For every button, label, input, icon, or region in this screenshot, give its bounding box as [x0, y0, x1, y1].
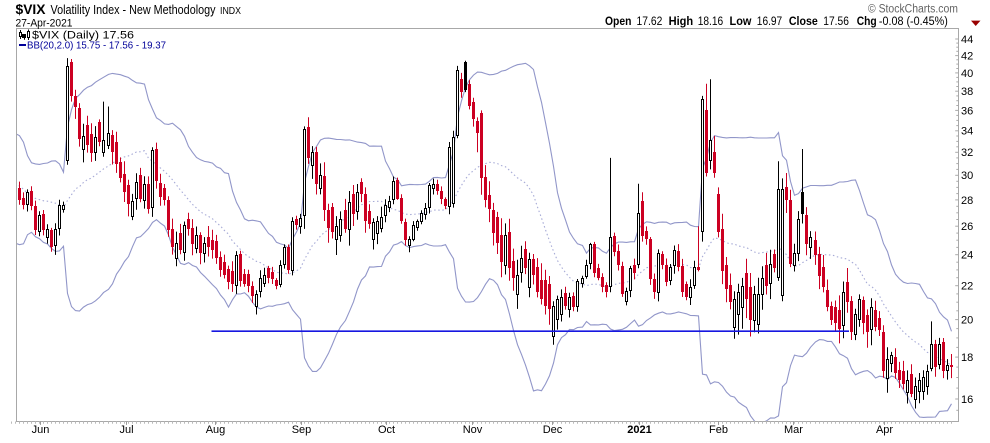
- svg-text:30: 30: [961, 170, 973, 182]
- svg-text:Chg: Chg: [857, 16, 877, 28]
- svg-text:40: 40: [961, 68, 973, 80]
- svg-text:20: 20: [961, 315, 973, 327]
- svg-text:17.62: 17.62: [637, 16, 663, 28]
- svg-text:Mar: Mar: [784, 424, 803, 436]
- svg-text:Sep: Sep: [292, 424, 312, 436]
- svg-text:34: 34: [961, 126, 973, 138]
- svg-text:BB(20,2.0) 15.75 - 17.56 - 19.: BB(20,2.0) 15.75 - 17.56 - 19.37: [27, 40, 166, 52]
- svg-text:17.56: 17.56: [823, 16, 849, 28]
- svg-text:2021: 2021: [627, 424, 651, 436]
- svg-text:-0.08 (-0.45%): -0.08 (-0.45%): [879, 16, 948, 28]
- svg-text:Close: Close: [789, 16, 818, 28]
- svg-text:High: High: [669, 16, 694, 28]
- svg-text:Dec: Dec: [543, 424, 563, 436]
- svg-text:32: 32: [961, 147, 973, 159]
- svg-text:18: 18: [961, 352, 973, 364]
- svg-text:Apr: Apr: [876, 424, 893, 436]
- svg-text:$VIX (Daily) 17.56: $VIX (Daily) 17.56: [32, 30, 134, 42]
- svg-text:Feb: Feb: [709, 424, 728, 436]
- svg-text:16: 16: [961, 394, 973, 406]
- svg-text:16.97: 16.97: [757, 16, 782, 28]
- svg-text:© StockCharts.com: © StockCharts.com: [868, 3, 958, 15]
- svg-text:27-Apr-2021: 27-Apr-2021: [16, 17, 73, 29]
- svg-text:26: 26: [961, 221, 973, 233]
- svg-text:36: 36: [961, 105, 973, 117]
- svg-text:42: 42: [961, 51, 973, 63]
- svg-text:$VIX: $VIX: [16, 2, 46, 17]
- svg-text:Oct: Oct: [378, 424, 395, 436]
- svg-text:INDX: INDX: [220, 5, 241, 17]
- svg-text:Jun: Jun: [32, 424, 50, 436]
- svg-text:Aug: Aug: [206, 424, 226, 436]
- svg-text:Open: Open: [605, 16, 631, 28]
- svg-text:Nov: Nov: [463, 424, 483, 436]
- svg-text:38: 38: [961, 86, 973, 98]
- svg-text:18.16: 18.16: [698, 16, 724, 28]
- svg-text:Jul: Jul: [119, 424, 133, 436]
- svg-text:24: 24: [961, 250, 973, 262]
- svg-text:44: 44: [961, 34, 973, 46]
- svg-text:Volatility Index - New Methodo: Volatility Index - New Methodology: [51, 3, 217, 17]
- svg-text:Low: Low: [730, 16, 752, 28]
- svg-text:22: 22: [961, 281, 973, 293]
- svg-text:28: 28: [961, 195, 973, 207]
